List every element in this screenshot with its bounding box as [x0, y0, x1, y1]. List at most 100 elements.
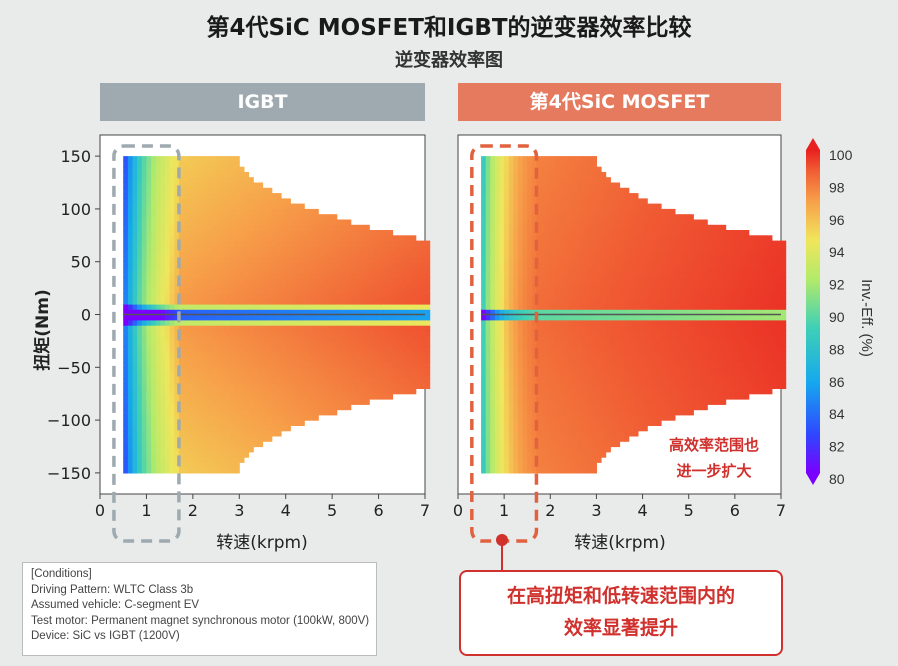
heatmap-cell	[239, 340, 245, 347]
heatmap-cell	[545, 224, 551, 231]
heatmap-cell	[155, 219, 161, 226]
heatmap-cell	[573, 309, 579, 316]
heatmap-cell	[132, 245, 138, 252]
heatmap-cell	[327, 303, 333, 310]
heatmap-cell	[160, 293, 166, 300]
heatmap-cell	[578, 314, 584, 321]
heatmap-cell	[137, 203, 143, 210]
heatmap-cell	[290, 298, 296, 305]
heatmap-cell	[304, 346, 310, 353]
heatmap-cell	[225, 351, 231, 358]
heatmap-cell	[397, 261, 403, 268]
heatmap-cell	[518, 420, 524, 426]
heatmap-cell	[304, 261, 310, 268]
heatmap-cell	[624, 319, 630, 326]
heatmap-cell	[211, 267, 217, 273]
heatmap-cell	[541, 335, 547, 342]
heatmap-cell	[188, 261, 194, 268]
heatmap-cell	[411, 293, 417, 300]
heatmap-cell	[527, 377, 533, 384]
heatmap-cell	[141, 388, 147, 395]
heatmap-cell	[248, 388, 254, 395]
heatmap-cell	[160, 240, 166, 247]
heatmap-cell	[490, 383, 496, 389]
heatmap-cell	[146, 282, 152, 289]
heatmap-cell	[248, 330, 254, 337]
heatmap-cell	[387, 309, 394, 316]
heatmap-cell	[364, 351, 370, 358]
heatmap-cell	[554, 166, 561, 173]
heatmap-cell	[591, 467, 597, 474]
heatmap-cell	[508, 267, 514, 273]
heatmap-cell	[151, 282, 157, 289]
heatmap-cell	[234, 182, 240, 189]
heatmap-cell	[188, 467, 194, 474]
heatmap-cell	[188, 404, 194, 411]
heatmap-cell	[369, 293, 375, 300]
heatmap-cell	[415, 251, 421, 257]
heatmap-cell	[545, 441, 551, 448]
heatmap-cell	[285, 314, 291, 321]
heatmap-cell	[527, 214, 533, 221]
heatmap-cell	[527, 208, 533, 215]
heatmap-cell	[169, 203, 175, 210]
heatmap-cell	[518, 203, 524, 210]
heatmap-cell	[225, 388, 231, 395]
heatmap-cell	[313, 383, 319, 389]
heatmap-cell	[420, 245, 426, 252]
heatmap-cell	[132, 293, 138, 300]
heatmap-cell	[290, 377, 296, 384]
heatmap-cell	[499, 230, 505, 236]
heatmap-cell	[411, 346, 417, 353]
heatmap-cell	[499, 441, 505, 448]
heatmap-cell	[230, 224, 236, 231]
heatmap-cell	[211, 409, 217, 416]
heatmap-cell	[587, 351, 593, 358]
heatmap-cell	[397, 372, 403, 379]
heatmap-cell	[610, 261, 616, 268]
heatmap-cell	[160, 414, 166, 421]
heatmap-cell	[504, 272, 510, 279]
heatmap-cell	[211, 367, 217, 374]
heatmap-cell	[513, 303, 519, 310]
heatmap-cell	[202, 457, 208, 463]
heatmap-cell	[230, 404, 236, 411]
heatmap-cell	[364, 388, 370, 395]
heatmap-cell	[596, 451, 602, 458]
heatmap-cell	[610, 182, 616, 189]
heatmap-cell	[225, 187, 231, 194]
heatmap-cell	[341, 319, 347, 326]
heatmap-cell	[508, 224, 514, 231]
heatmap-cell	[151, 319, 157, 326]
heatmap-cell	[614, 198, 621, 205]
heatmap-cell	[257, 198, 264, 205]
heatmap-cell	[378, 367, 384, 374]
heatmap-cell	[123, 166, 129, 173]
heatmap-cell	[383, 314, 389, 321]
heatmap-cell	[383, 383, 389, 389]
heatmap-cell	[415, 272, 421, 279]
heatmap-cell	[587, 187, 593, 194]
heatmap-cell	[178, 404, 185, 411]
heatmap-cell	[271, 235, 277, 242]
heatmap-cell	[559, 383, 565, 389]
heatmap-cell	[541, 219, 547, 226]
heatmap-cell	[243, 393, 250, 400]
heatmap-cell	[281, 261, 287, 268]
heatmap-cell	[206, 430, 212, 437]
heatmap-cell	[188, 383, 194, 389]
heatmap-cell	[425, 314, 431, 321]
heatmap-cell	[591, 356, 597, 363]
heatmap-cell	[578, 182, 584, 189]
heatmap-cell	[554, 393, 561, 400]
heatmap-cell	[206, 457, 212, 463]
heatmap-cell	[322, 393, 329, 400]
heatmap-cell	[174, 161, 180, 168]
heatmap-cell	[225, 272, 231, 279]
heatmap-cell	[202, 303, 208, 310]
heatmap-cell	[373, 330, 380, 337]
heatmap-cell	[401, 251, 407, 257]
heatmap-cell	[137, 177, 143, 184]
heatmap-cell	[564, 298, 570, 305]
heatmap-cell	[383, 325, 389, 331]
